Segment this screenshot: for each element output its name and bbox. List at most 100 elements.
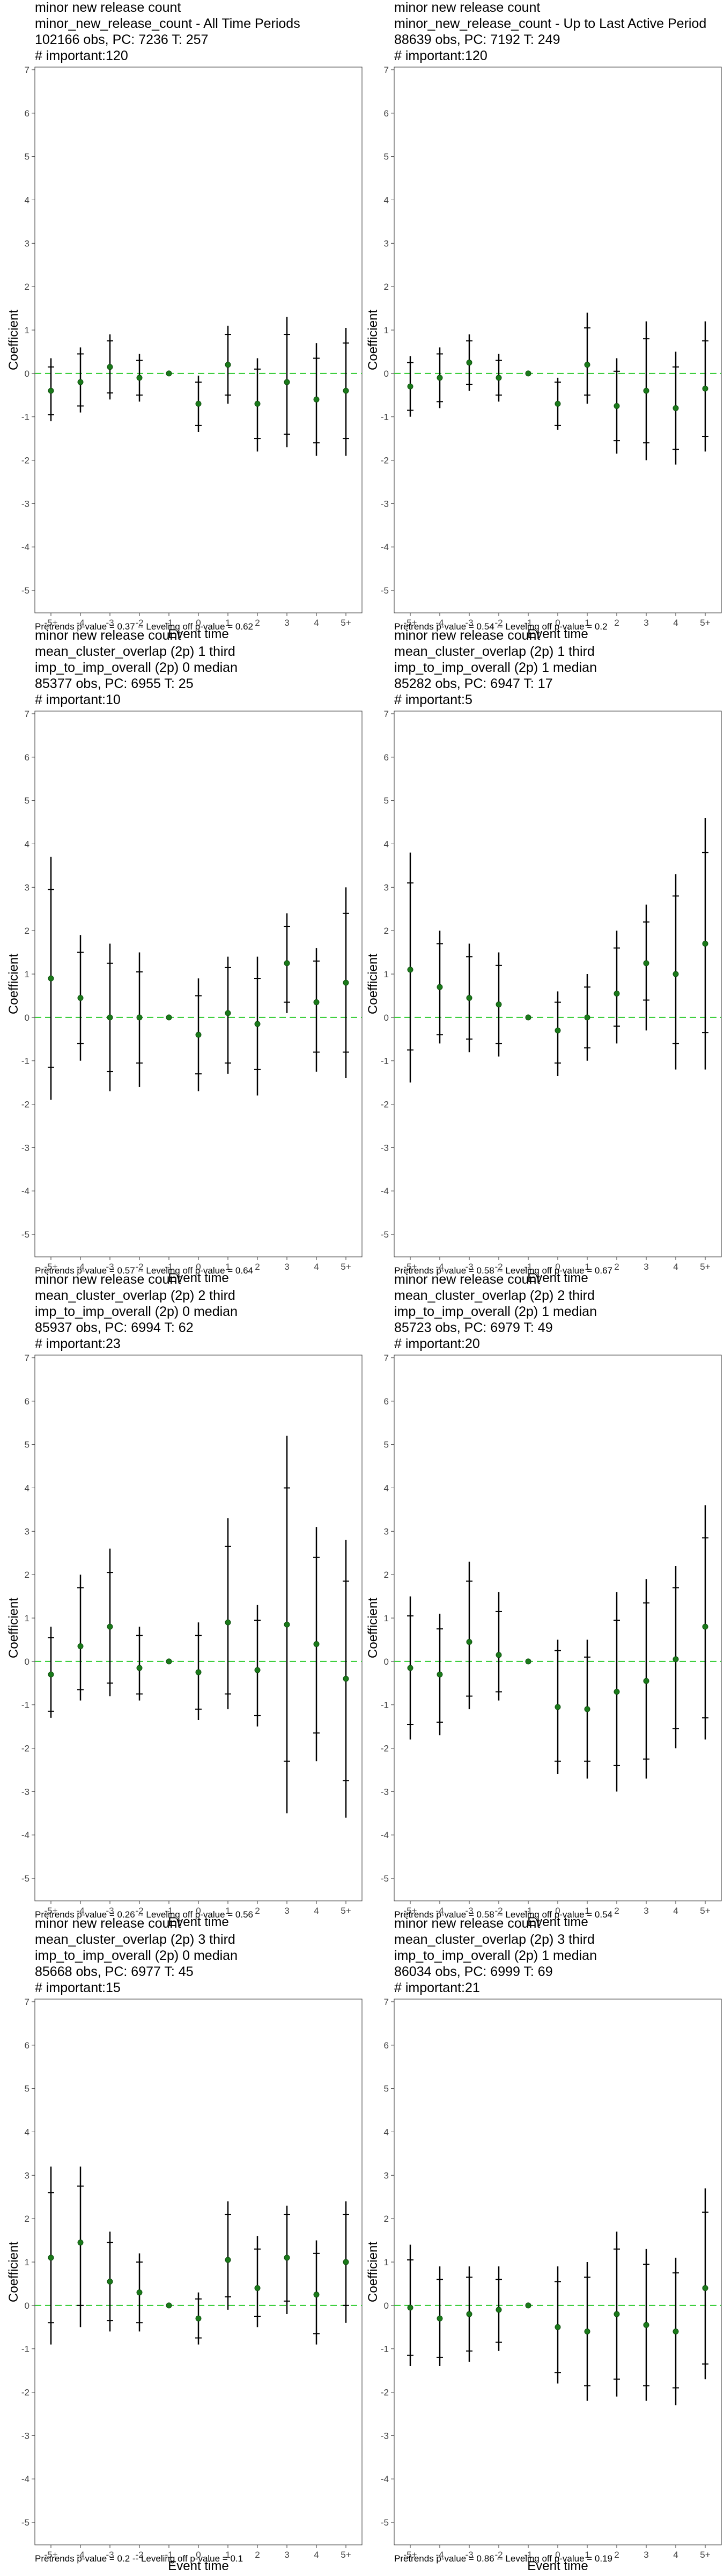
x-tick-label: 0 bbox=[555, 1262, 560, 1272]
x-tick-label: 0 bbox=[196, 618, 201, 628]
coefficient-point bbox=[555, 1704, 561, 1710]
event-study-plot: -5 -4 -3 -2 -1 0 1 2 3 4 5 6 7 -5+ -4 -3 -2 -1 0 1 2 3 4 5+ Even… bbox=[6, 1997, 363, 2573]
coefficient-point bbox=[407, 967, 413, 973]
pvalue-footer: Pretrends p-value = 0.2 -- Leveling off … bbox=[35, 2553, 243, 2564]
coefficient-point bbox=[496, 1652, 502, 1658]
coefficient-point bbox=[673, 1656, 679, 1663]
y-tick-label: -4 bbox=[381, 1830, 389, 1840]
coefficient-point bbox=[254, 1021, 261, 1027]
y-tick-label: -5 bbox=[381, 1230, 389, 1240]
y-tick-label: 3 bbox=[25, 1526, 29, 1536]
chart-panel-4: minor new release count mean_cluster_over… bbox=[365, 628, 722, 1285]
plot-border bbox=[34, 67, 363, 613]
y-tick-label: -5 bbox=[21, 2518, 29, 2528]
pvalue-footer: Pretrends p-value = 0.86 -- Leveling off… bbox=[394, 2553, 612, 2564]
chart-panel-8: minor new release count mean_cluster_over… bbox=[365, 1916, 722, 2573]
coefficient-point bbox=[77, 2240, 84, 2246]
y-tick-label: 6 bbox=[25, 752, 29, 763]
chart-title-line: minor new release count bbox=[35, 1272, 181, 1287]
coefficient-point bbox=[407, 1665, 413, 1671]
pvalue-footer: Pretrends p-value = 0.26 -- Leveling off… bbox=[35, 1909, 253, 1920]
coefficient-point bbox=[525, 1014, 531, 1021]
y-tick-label: 3 bbox=[25, 882, 29, 892]
event-study-plot: -5 -4 -3 -2 -1 0 1 2 3 4 5 6 7 -5+ -4 -3 -2 -1 0 1 2 3 4 5+ Even… bbox=[6, 1353, 363, 1929]
x-axis-title: Event time bbox=[168, 2559, 228, 2573]
x-tick-label: 2 bbox=[614, 1906, 619, 1916]
chart-title-line: minor_new_release_count - Up to Last Act… bbox=[394, 16, 707, 31]
coefficient-point bbox=[166, 1014, 172, 1021]
y-tick-label: -5 bbox=[21, 1230, 29, 1240]
x-tick-label: -1 bbox=[165, 2550, 173, 2560]
chart-panel-1: minor new release count minor_new_release… bbox=[5, 0, 363, 641]
y-tick-label: -1 bbox=[21, 1056, 29, 1066]
y-tick-label: 2 bbox=[384, 282, 389, 292]
coefficient-point bbox=[136, 375, 143, 381]
chart-title-line: # important:20 bbox=[394, 1336, 480, 1351]
y-tick-label: 0 bbox=[384, 1013, 389, 1023]
x-tick-label: -1 bbox=[524, 2550, 532, 2560]
coefficient-point bbox=[584, 1706, 590, 1713]
coefficient-point bbox=[643, 2322, 649, 2328]
x-tick-label: 3 bbox=[284, 618, 289, 628]
pvalue-footer: Pretrends p-value = 0.54 -- Leveling off… bbox=[394, 621, 608, 632]
chart-panel-2: minor new release count minor_new_release… bbox=[365, 0, 722, 641]
y-tick-label: 1 bbox=[384, 1613, 389, 1623]
y-tick-label: -4 bbox=[21, 542, 29, 552]
x-tick-label: 2 bbox=[614, 618, 619, 628]
y-tick-label: 6 bbox=[384, 108, 389, 119]
x-tick-label: -4 bbox=[76, 2550, 84, 2560]
coefficient-point bbox=[77, 1643, 84, 1650]
coefficient-point bbox=[77, 379, 84, 385]
chart-title-line: 86034 obs, PC: 6999 T: 69 bbox=[394, 1964, 553, 1979]
y-tick-label: -4 bbox=[381, 1186, 389, 1196]
coefficient-point bbox=[284, 960, 290, 967]
y-tick-label: 0 bbox=[25, 1657, 29, 1667]
y-tick-label: 7 bbox=[384, 1353, 389, 1363]
chart-title-line: mean_cluster_overlap (2p) 2 third bbox=[35, 1288, 235, 1303]
y-tick-label: -2 bbox=[21, 1744, 29, 1754]
y-tick-label: 6 bbox=[384, 2040, 389, 2051]
coefficient-point bbox=[313, 1641, 320, 1647]
chart-title: minor new release count minor_new_release… bbox=[35, 0, 300, 64]
x-tick-label: 5+ bbox=[341, 618, 351, 628]
y-axis-title: Coefficient bbox=[366, 954, 380, 1014]
y-tick-label: 4 bbox=[384, 195, 389, 206]
x-tick-label: -5+ bbox=[403, 1906, 417, 1916]
chart-title-line: # important:21 bbox=[394, 1980, 480, 1995]
x-tick-label: -1 bbox=[165, 618, 173, 628]
y-axis-title: Coefficient bbox=[6, 310, 21, 370]
chart-title-line: imp_to_imp_overall (2p) 0 median bbox=[35, 1304, 238, 1319]
y-tick-label: -5 bbox=[381, 586, 389, 596]
coefficient-point bbox=[254, 2285, 261, 2291]
y-tick-label: 5 bbox=[25, 152, 29, 162]
coefficient-point bbox=[437, 1671, 443, 1678]
y-tick-label: 5 bbox=[25, 2084, 29, 2094]
y-tick-label: -5 bbox=[381, 2518, 389, 2528]
y-tick-label: 1 bbox=[25, 325, 29, 335]
coefficient-point bbox=[343, 387, 349, 394]
y-tick-label: 5 bbox=[384, 2084, 389, 2094]
coefficient-point bbox=[225, 1010, 231, 1016]
x-axis-title: Event time bbox=[527, 2559, 588, 2573]
coefficient-point bbox=[466, 1638, 472, 1645]
y-tick-label: -4 bbox=[21, 1186, 29, 1196]
x-tick-label: 5+ bbox=[341, 1906, 351, 1916]
y-tick-label: -3 bbox=[21, 1143, 29, 1153]
y-tick-label: -2 bbox=[381, 1100, 389, 1110]
coefficient-point bbox=[136, 1014, 143, 1021]
plot-border bbox=[34, 1999, 363, 2545]
coefficient-point bbox=[555, 2324, 561, 2330]
y-tick-label: -2 bbox=[381, 1744, 389, 1754]
y-tick-label: 2 bbox=[384, 926, 389, 936]
y-tick-label: 2 bbox=[384, 2214, 389, 2224]
coefficient-point bbox=[466, 994, 472, 1001]
coefficient-point bbox=[702, 1623, 708, 1630]
chart-title-line: imp_to_imp_overall (2p) 1 median bbox=[394, 1304, 597, 1319]
coefficient-point bbox=[48, 2255, 54, 2261]
coefficient-point bbox=[48, 387, 54, 394]
coefficient-point bbox=[343, 979, 349, 986]
x-tick-label: -2 bbox=[135, 1262, 143, 1272]
chart-title-line: minor new release count bbox=[394, 0, 541, 15]
coefficient-point bbox=[166, 1658, 172, 1665]
x-tick-label: 4 bbox=[673, 1906, 678, 1916]
